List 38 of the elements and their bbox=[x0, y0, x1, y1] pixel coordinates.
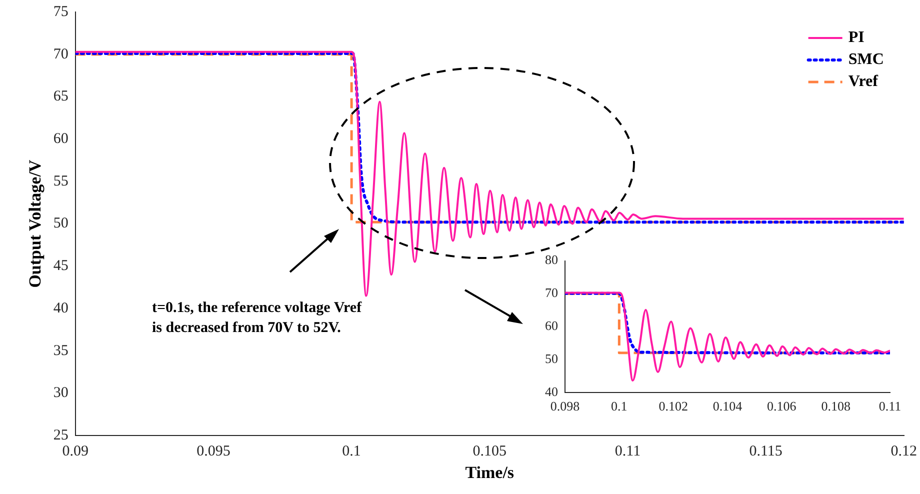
x-tick-label: 0.104 bbox=[712, 398, 743, 414]
x-tick-label: 0.1 bbox=[342, 444, 361, 460]
x-tick-label: 0.102 bbox=[658, 398, 688, 414]
legend-label: Vref bbox=[848, 73, 879, 90]
line-series bbox=[75, 50, 904, 297]
x-tick-label: 0.115 bbox=[749, 444, 782, 460]
y-tick-label: 60 bbox=[53, 131, 68, 148]
y-tick-label: 70 bbox=[545, 285, 558, 300]
x-axis-title: Time/s bbox=[465, 463, 514, 482]
annotation: t=0.1s, the reference voltage Vref is decreased from 70V to 52V. bbox=[152, 299, 362, 338]
x-tick-label: 0.11 bbox=[614, 444, 641, 460]
x-tick-label: 0.098 bbox=[550, 398, 580, 414]
y-tick-label: 40 bbox=[545, 384, 558, 399]
x-tick-label: 0.12 bbox=[890, 444, 917, 460]
y-tick-label: 55 bbox=[53, 173, 68, 190]
y-tick-label: 40 bbox=[53, 300, 68, 316]
y-tick-label: 35 bbox=[53, 342, 68, 359]
y-tick-label: 30 bbox=[53, 385, 68, 402]
x-tick-label: 0.1 bbox=[611, 398, 628, 414]
x-tick-label: 0.09 bbox=[62, 444, 89, 460]
y-axis-title: Output Voltage/V bbox=[26, 159, 45, 288]
x-tick-label: 0.095 bbox=[196, 444, 230, 460]
x-tick-label: 0.106 bbox=[767, 398, 797, 414]
y-tick-label: 80 bbox=[545, 252, 558, 268]
x-tick-label: 0.108 bbox=[821, 398, 850, 414]
y-tick-label: 75 bbox=[53, 4, 68, 20]
y-tick-label: 65 bbox=[53, 88, 68, 105]
legend-label: SMC bbox=[848, 51, 884, 68]
legend-label: PI bbox=[848, 29, 864, 46]
x-tick-label: 0.11 bbox=[878, 398, 902, 414]
x-tick-label: 0.105 bbox=[472, 444, 507, 460]
y-tick-label: 70 bbox=[53, 46, 68, 62]
line-series bbox=[565, 292, 890, 382]
y-tick-label: 45 bbox=[53, 258, 68, 274]
y-tick-label: 50 bbox=[53, 216, 68, 232]
y-tick-label: 25 bbox=[53, 428, 68, 444]
y-tick-label: 50 bbox=[545, 350, 558, 366]
y-tick-label: 60 bbox=[545, 318, 558, 334]
